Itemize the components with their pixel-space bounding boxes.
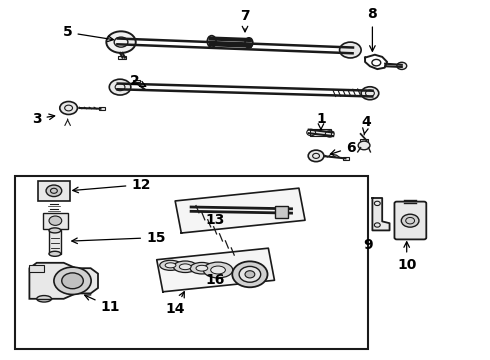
Text: 14: 14 xyxy=(166,292,185,316)
Circle shape xyxy=(49,216,62,225)
Ellipse shape xyxy=(179,264,191,270)
Circle shape xyxy=(239,266,261,282)
Ellipse shape xyxy=(160,260,181,270)
Text: 16: 16 xyxy=(206,273,225,287)
Ellipse shape xyxy=(49,251,61,256)
Polygon shape xyxy=(175,188,305,233)
Ellipse shape xyxy=(190,262,214,274)
Bar xyxy=(29,265,44,272)
Circle shape xyxy=(361,87,379,100)
Ellipse shape xyxy=(196,265,208,271)
FancyBboxPatch shape xyxy=(38,181,70,201)
Text: 11: 11 xyxy=(85,295,120,314)
Text: 13: 13 xyxy=(206,213,225,227)
Bar xyxy=(343,157,349,160)
Circle shape xyxy=(109,79,131,95)
Text: 6: 6 xyxy=(330,141,356,155)
Text: 1: 1 xyxy=(316,112,326,129)
Text: 15: 15 xyxy=(72,231,166,244)
Circle shape xyxy=(308,150,324,162)
Text: 7: 7 xyxy=(240,9,250,32)
Circle shape xyxy=(401,214,419,227)
Circle shape xyxy=(54,267,91,294)
Ellipse shape xyxy=(173,261,197,273)
Bar xyxy=(15,176,368,349)
Text: 12: 12 xyxy=(73,178,151,193)
Ellipse shape xyxy=(37,296,51,302)
Polygon shape xyxy=(372,198,390,230)
Bar xyxy=(360,139,368,142)
Text: 10: 10 xyxy=(397,242,416,271)
FancyBboxPatch shape xyxy=(43,213,68,229)
Text: 5: 5 xyxy=(63,26,114,41)
Circle shape xyxy=(232,261,268,287)
Circle shape xyxy=(397,62,407,69)
Bar xyxy=(310,129,331,136)
Text: 8: 8 xyxy=(368,8,377,51)
Ellipse shape xyxy=(207,36,216,47)
Ellipse shape xyxy=(165,263,176,268)
Circle shape xyxy=(60,102,77,114)
Circle shape xyxy=(106,31,136,53)
Text: 2: 2 xyxy=(130,74,146,88)
Polygon shape xyxy=(157,248,274,292)
Text: 9: 9 xyxy=(364,238,373,252)
Circle shape xyxy=(62,273,83,289)
Text: 4: 4 xyxy=(362,116,371,135)
Ellipse shape xyxy=(211,266,225,274)
Ellipse shape xyxy=(245,38,253,48)
Circle shape xyxy=(358,141,370,150)
FancyBboxPatch shape xyxy=(118,56,126,59)
Text: 3: 3 xyxy=(32,112,55,126)
Bar xyxy=(99,107,105,110)
Ellipse shape xyxy=(203,262,233,278)
Polygon shape xyxy=(29,263,98,299)
Bar xyxy=(275,206,288,218)
FancyBboxPatch shape xyxy=(394,202,426,239)
Bar xyxy=(133,80,140,82)
Circle shape xyxy=(245,271,255,278)
Circle shape xyxy=(46,185,62,197)
Ellipse shape xyxy=(49,228,61,233)
Bar xyxy=(49,230,61,254)
Circle shape xyxy=(340,42,361,58)
